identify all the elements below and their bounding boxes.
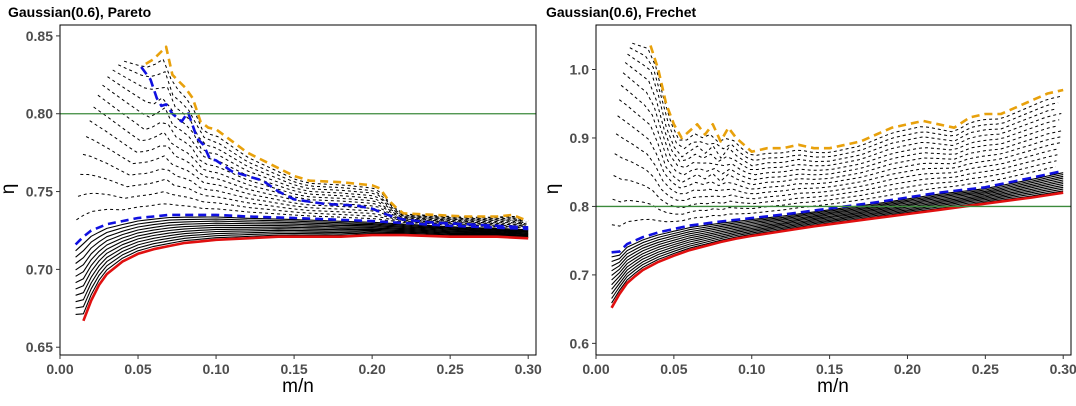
- y-tick-label: 0.6: [570, 335, 590, 351]
- threshold-series-line: [74, 213, 529, 246]
- solid-curve: [611, 172, 1064, 258]
- solid-curve: [611, 183, 1064, 286]
- pareto-panel: Gaussian(0.6), Pareto 0.00 0.05 0.10 0.15 0.…: [0, 4, 542, 397]
- x-axis-title: m/n: [282, 376, 314, 397]
- x-tick-label: 0.30: [515, 361, 542, 377]
- x-tick-label: 0.10: [202, 361, 229, 377]
- upper-series-line: [145, 45, 529, 223]
- y-axis-title: η: [542, 184, 563, 195]
- solid-curve: [611, 188, 1064, 299]
- x-tick-label: 0.30: [1050, 361, 1076, 377]
- solid-curve: [75, 222, 529, 271]
- solid-curve: [75, 228, 529, 290]
- solid-curve: [611, 175, 1064, 267]
- plot-area: [60, 45, 536, 322]
- x-tick-label: 0.20: [894, 361, 921, 377]
- solid-curve: [75, 229, 529, 296]
- y-axis-title: η: [0, 184, 19, 195]
- solid-curve: [75, 231, 529, 303]
- lower-series-line: [82, 233, 529, 322]
- dashed-curve: [80, 173, 526, 228]
- x-tick-label: 0.25: [972, 361, 999, 377]
- solid-curve: [611, 173, 1064, 263]
- dashed-curve: [622, 72, 1060, 176]
- y-tick-label: 0.75: [26, 184, 53, 200]
- y-tick-label: 0.65: [26, 339, 53, 355]
- x-axis-title: m/n: [817, 376, 849, 397]
- dashed-curve: [627, 53, 1056, 167]
- y-tick-label: 0.80: [26, 106, 53, 122]
- x-tick-label: 0.00: [46, 361, 73, 377]
- dashed-curve: [617, 115, 1062, 190]
- dashed-curve: [85, 136, 524, 226]
- y-tick-label: 0.70: [26, 261, 53, 277]
- solid-curve: [611, 177, 1064, 272]
- dashed-curve: [93, 106, 523, 225]
- solid-curve: [611, 179, 1064, 276]
- y-tick-label: 0.9: [570, 130, 590, 146]
- solid-curve: [75, 220, 529, 264]
- x-tick-label: 0.15: [816, 361, 843, 377]
- dashed-curve: [123, 58, 523, 220]
- y-tick-label: 0.85: [26, 28, 53, 44]
- solid-curve: [75, 224, 529, 277]
- x-tick-label: 0.20: [359, 361, 386, 377]
- upper-series-line: [649, 45, 1064, 153]
- series-layer: [59, 24, 537, 356]
- dashed-curve: [619, 99, 1064, 186]
- x-tick-label: 0.05: [124, 361, 151, 377]
- plot-area: [596, 42, 1071, 309]
- x-tick-label: 0.00: [582, 361, 609, 377]
- solid-curve: [611, 184, 1064, 290]
- dashed-curve: [632, 42, 1061, 156]
- x-tick-label: 0.05: [660, 361, 687, 377]
- solid-curve: [611, 190, 1064, 304]
- frechet-panel: Gaussian(0.6), Frechet 0.00 0.05 0.10 0.15 0…: [542, 4, 1076, 397]
- dashed-curve: [89, 120, 527, 226]
- y-tick-label: 0.7: [570, 267, 590, 283]
- chart-title: Gaussian(0.6), Frechet: [546, 4, 697, 20]
- dashed-curve: [624, 62, 1062, 170]
- plot-frame: [59, 24, 537, 356]
- y-tick-label: 1.0: [570, 62, 590, 78]
- dashed-curve: [620, 84, 1058, 181]
- dashed-curve: [112, 69, 527, 223]
- dashed-curve: [77, 191, 523, 228]
- threshold-series-line: [611, 169, 1064, 254]
- solid-curve: [611, 181, 1064, 281]
- solid-curve: [75, 226, 529, 284]
- solid-curve: [75, 232, 529, 309]
- dashed-curve: [629, 47, 1059, 162]
- dashed-curve: [97, 94, 528, 225]
- x-tick-label: 0.10: [738, 361, 765, 377]
- dashed-curve: [611, 166, 1056, 227]
- series-layer: [595, 24, 1072, 356]
- threshold-series-line: [140, 66, 529, 229]
- solid-curve: [75, 218, 529, 258]
- ticks-layer: 0.00 0.05 0.10 0.15 0.20 0.25 0.30 0.6 0.7 0.8 0.9…: [570, 62, 1076, 377]
- ticks-layer: 0.00 0.05 0.10 0.15 0.20 0.25 0.30 0.65 0.70 0.75…: [26, 28, 542, 377]
- solid-curve: [611, 186, 1064, 295]
- dashed-curve: [118, 64, 525, 222]
- dashed-curve: [615, 133, 1061, 195]
- lower-series-line: [610, 191, 1064, 309]
- x-tick-label: 0.25: [437, 361, 464, 377]
- x-tick-label: 0.15: [280, 361, 307, 377]
- y-tick-label: 0.8: [570, 198, 590, 214]
- plot-frame: [595, 24, 1072, 356]
- dashed-curve: [614, 148, 1059, 201]
- chart-title: Gaussian(0.6), Pareto: [8, 4, 151, 20]
